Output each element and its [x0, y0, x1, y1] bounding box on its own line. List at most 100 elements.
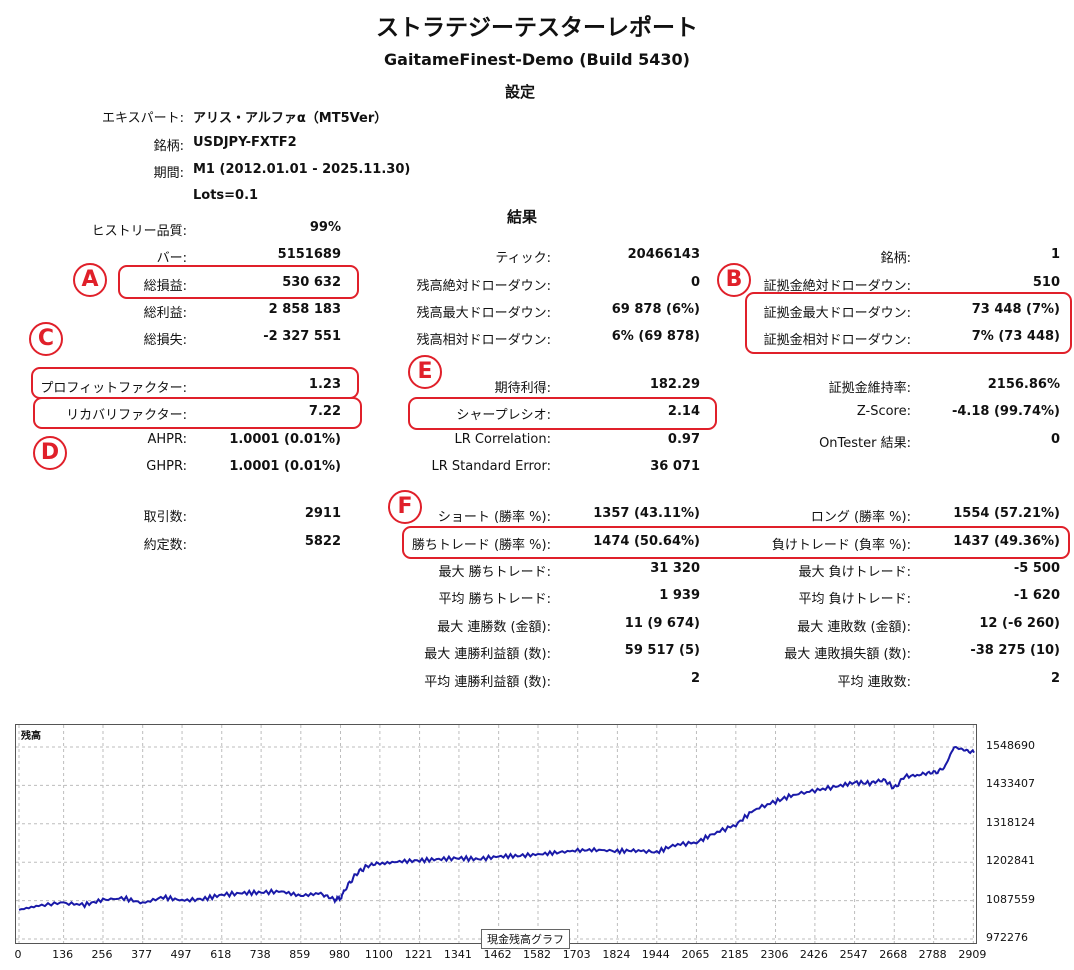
sharpe-ratio-value: 2.14	[667, 404, 700, 419]
chart-x-tick-label: 2909	[958, 948, 987, 961]
chart-x-tick-label: 738	[249, 948, 271, 961]
bars-label: バー:	[156, 251, 187, 266]
chart-x-tick-label: 2788	[918, 948, 947, 961]
max-consec-profit-label: 最大 連勝利益額 (数):	[424, 647, 551, 662]
chart-x-tick-label: 377	[131, 948, 153, 961]
expected-payoff-value: 182.29	[649, 377, 700, 392]
history-quality-label: ヒストリー品質:	[91, 224, 187, 239]
balance-rel-dd-value: 6% (69 878)	[611, 329, 700, 344]
max-loss-trade-label: 最大 負けトレード:	[798, 565, 911, 580]
chart-x-tick-label: 1703	[562, 948, 591, 961]
bars-value: 5151689	[277, 247, 341, 262]
margin-level-value: 2156.86%	[987, 377, 1060, 392]
net-profit-highlight	[118, 265, 359, 299]
net-profit-label: 総損益:	[143, 279, 187, 294]
symbols-value: 1	[1050, 247, 1060, 262]
chart-x-tick-label: 1944	[641, 948, 670, 961]
total-trades-value: 2911	[304, 506, 341, 521]
report-subtitle: GaitameFinest-Demo (Build 5430)	[384, 50, 690, 69]
chart-y-tick-label: 1548690	[986, 739, 1035, 752]
inputs-value: Lots=0.1	[193, 188, 259, 203]
equity-abs-dd-value: 510	[1032, 275, 1060, 290]
chart-y-tick-label: 1433407	[986, 777, 1035, 791]
marker-f: F	[388, 490, 422, 524]
balance-abs-dd-label: 残高絶対ドローダウン:	[416, 279, 551, 294]
chart-x-tick-label: 2306	[760, 948, 789, 961]
chart-title: 残高	[21, 731, 41, 742]
chart-x-tick-label: 2547	[839, 948, 868, 961]
period-label: 期間:	[153, 166, 184, 181]
balance-chart-plot	[16, 725, 976, 943]
total-deals-value: 5822	[304, 534, 341, 549]
equity-abs-dd-label: 証拠金絶対ドローダウン:	[763, 279, 911, 294]
results-heading: 結果	[507, 208, 538, 226]
max-consec-losses-value: 12 (-6 260)	[979, 616, 1060, 631]
chart-x-tick-label: 2426	[799, 948, 828, 961]
lr-std-error-value: 36 071	[650, 459, 700, 474]
marker-e: E	[408, 355, 442, 389]
max-consec-loss-label: 最大 連敗損失額 (数):	[784, 647, 911, 662]
chart-x-tick-label: 1582	[523, 948, 551, 961]
period-value: M1 (2012.01.01 - 2025.11.30)	[193, 162, 411, 177]
equity-dd-highlight	[745, 292, 1072, 354]
avg-consec-losses-label: 平均 連敗数:	[837, 675, 911, 690]
balance-max-dd-value: 69 878 (6%)	[611, 302, 700, 317]
avg-consec-wins-value: 2	[690, 671, 700, 686]
gross-profit-value: 2 858 183	[268, 302, 341, 317]
balance-max-dd-label: 残高最大ドローダウン:	[416, 306, 551, 321]
chart-x-tick-label: 497	[170, 948, 192, 961]
max-consec-loss-value: -38 275 (10)	[970, 643, 1060, 658]
chart-x-tick-label: 1462	[483, 948, 512, 961]
ahpr-label: AHPR:	[147, 432, 187, 447]
short-trades-label: ショート (勝率 %):	[437, 510, 551, 525]
chart-x-tick-label: 618	[210, 948, 232, 961]
total-deals-label: 約定数:	[143, 538, 187, 553]
profit-factor-label: プロフィットファクター:	[40, 381, 187, 396]
balance-rel-dd-label: 残高相対ドローダウン:	[416, 333, 551, 348]
chart-x-tick-label: 2185	[720, 948, 749, 961]
avg-win-trade-label: 平均 勝ちトレード:	[438, 592, 551, 607]
chart-y-tick-label: 1087559	[986, 892, 1035, 906]
chart-y-tick-label: 972276	[986, 931, 1028, 944]
ticks-value: 20466143	[627, 247, 700, 262]
lr-correlation-label: LR Correlation:	[454, 432, 551, 447]
avg-win-trade-value: 1 939	[659, 588, 700, 603]
total-trades-label: 取引数:	[143, 510, 187, 525]
lr-std-error-label: LR Standard Error:	[431, 459, 551, 474]
profit-factor-highlight	[31, 367, 359, 399]
chart-x-tick-label: 1100	[364, 948, 393, 961]
profit-factor-value: 1.23	[308, 377, 341, 392]
max-consec-profit-value: 59 517 (5)	[624, 643, 700, 658]
chart-y-tick-label: 1318124	[986, 815, 1035, 829]
ghpr-value: 1.0001 (0.01%)	[229, 459, 341, 474]
gross-profit-label: 総利益:	[143, 306, 187, 321]
symbols-label: 銘柄:	[880, 251, 911, 266]
sharpe-ratio-label: シャープレシオ:	[456, 408, 551, 423]
chart-x-tick-label: 2065	[681, 948, 710, 961]
chart-legend: 現金残高グラフ	[481, 929, 570, 949]
avg-loss-trade-value: -1 620	[1013, 588, 1060, 603]
net-profit-value: 530 632	[282, 275, 341, 290]
chart-x-tick-label: 1824	[602, 948, 631, 961]
avg-consec-losses-value: 2	[1050, 671, 1060, 686]
margin-level-label: 証拠金維持率:	[828, 381, 911, 396]
marker-b: B	[717, 263, 751, 297]
chart-y-tick-label: 1202841	[986, 854, 1035, 868]
marker-a: A	[73, 263, 107, 297]
win-trades-value: 1474 (50.64%)	[593, 534, 700, 549]
gross-loss-label: 総損失:	[143, 333, 187, 348]
equity-max-dd-label: 証拠金最大ドローダウン:	[763, 306, 911, 321]
recovery-factor-value: 7.22	[308, 404, 341, 419]
symbol-value: USDJPY-FXTF2	[193, 135, 297, 150]
win-trades-label: 勝ちトレード (勝率 %):	[411, 538, 551, 553]
long-trades-label: ロング (勝率 %):	[810, 510, 911, 525]
avg-consec-wins-label: 平均 連勝利益額 (数):	[424, 675, 551, 690]
settings-heading: 設定	[505, 83, 536, 101]
win-loss-trades-highlight	[402, 526, 1070, 559]
expert-label: エキスパート:	[102, 111, 184, 126]
lr-correlation-value: 0.97	[667, 432, 700, 447]
recovery-factor-label: リカバリファクター:	[66, 408, 187, 423]
short-trades-value: 1357 (43.11%)	[593, 506, 700, 521]
balance-abs-dd-value: 0	[690, 275, 700, 290]
ontester-value: 0	[1050, 432, 1060, 447]
